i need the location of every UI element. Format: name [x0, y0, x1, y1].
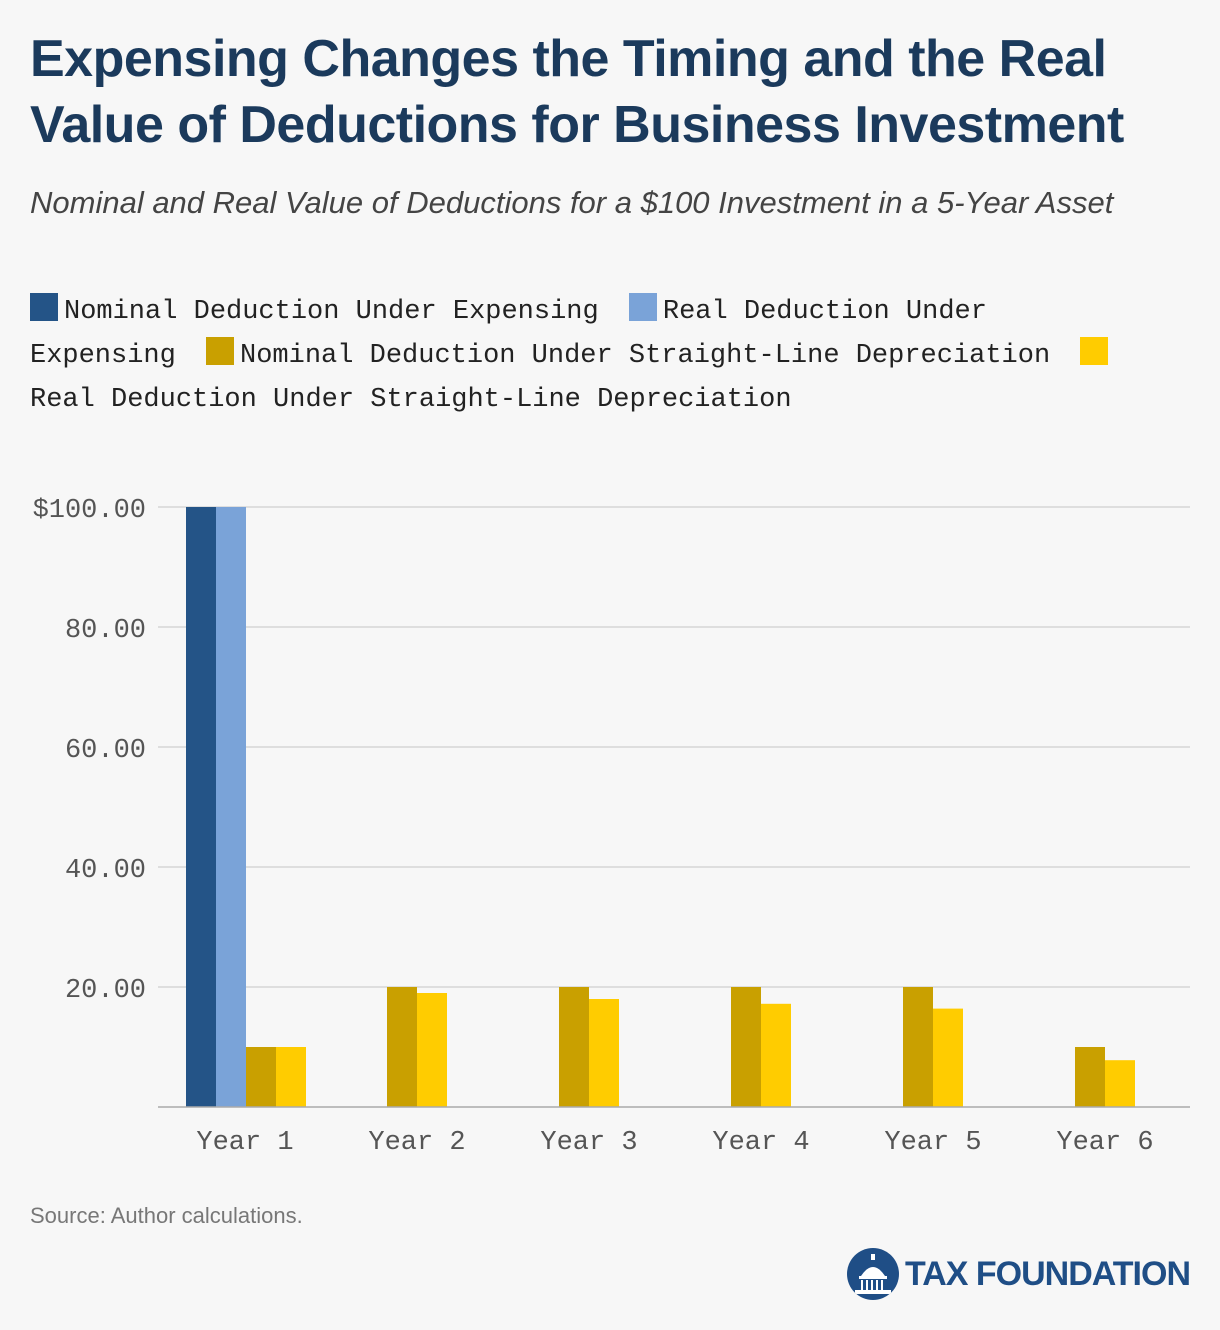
- capitol-dome-icon: [846, 1248, 899, 1300]
- bar: [559, 987, 589, 1107]
- bar: [761, 1003, 791, 1107]
- x-tick-label: Year 3: [540, 1128, 637, 1158]
- x-tick-label: Year 2: [368, 1128, 465, 1158]
- bar: [731, 987, 761, 1107]
- brand-name: TAX FOUNDATION: [904, 1254, 1191, 1293]
- bar: [276, 1047, 306, 1107]
- tax-foundation-logo: TAX FOUNDATION: [846, 1248, 1191, 1300]
- x-tick-label: Year 1: [196, 1128, 293, 1158]
- legend-item-real-straight-line: Real Deduction Under Straight-Line Depre…: [30, 337, 1114, 415]
- bar: [903, 987, 933, 1107]
- legend-swatch: [628, 293, 657, 321]
- y-tick-label: 40.00: [65, 856, 146, 886]
- x-tick-label: Year 4: [712, 1128, 809, 1158]
- x-tick-label: Year 6: [1056, 1128, 1153, 1158]
- source-note: Source: Author calculations.: [30, 1203, 303, 1228]
- legend-item-nominal-expensing: Nominal Deduction Under Expensing: [30, 293, 599, 327]
- legend-swatch: [1080, 337, 1109, 365]
- chart-title: Expensing Changes the Timing and the Rea…: [30, 30, 1124, 154]
- bar: [589, 999, 619, 1107]
- legend-label: Nominal Deduction Under Expensing: [64, 297, 599, 327]
- x-tick-label: Year 5: [884, 1128, 981, 1158]
- legend-swatch: [206, 337, 235, 365]
- bar: [1075, 1047, 1105, 1107]
- y-tick-label: $100.00: [33, 496, 146, 526]
- legend-label: Nominal Deduction Under Straight-Line De…: [240, 341, 1051, 371]
- legend-swatch: [30, 293, 58, 321]
- legend-item-nominal-straight-line: Nominal Deduction Under Straight-Line De…: [206, 337, 1051, 371]
- bar: [417, 993, 447, 1107]
- legend-label: Real Deduction Under Straight-Line Depre…: [30, 385, 792, 415]
- y-tick-label: 80.00: [65, 616, 146, 646]
- y-tick-label: 20.00: [65, 976, 146, 1006]
- legend-item-real-expensing: Real Deduction Under Expensing: [30, 293, 987, 371]
- legend: Nominal Deduction Under Expensing Real D…: [30, 290, 1130, 422]
- bar: [246, 1047, 276, 1107]
- bar: [186, 507, 216, 1107]
- chart-subtitle: Nominal and Real Value of Deductions for…: [30, 185, 1114, 220]
- bar: [216, 507, 246, 1107]
- bar-chart: 20.00 40.00 60.00 80.00 $100.00 Year 1 Year 2 Y…: [33, 496, 1190, 1158]
- bar: [933, 1008, 963, 1107]
- bar: [387, 987, 417, 1107]
- y-tick-label: 60.00: [65, 736, 146, 766]
- bar: [1105, 1060, 1135, 1107]
- legend-label: Real Deduction Under Expensing: [30, 297, 987, 371]
